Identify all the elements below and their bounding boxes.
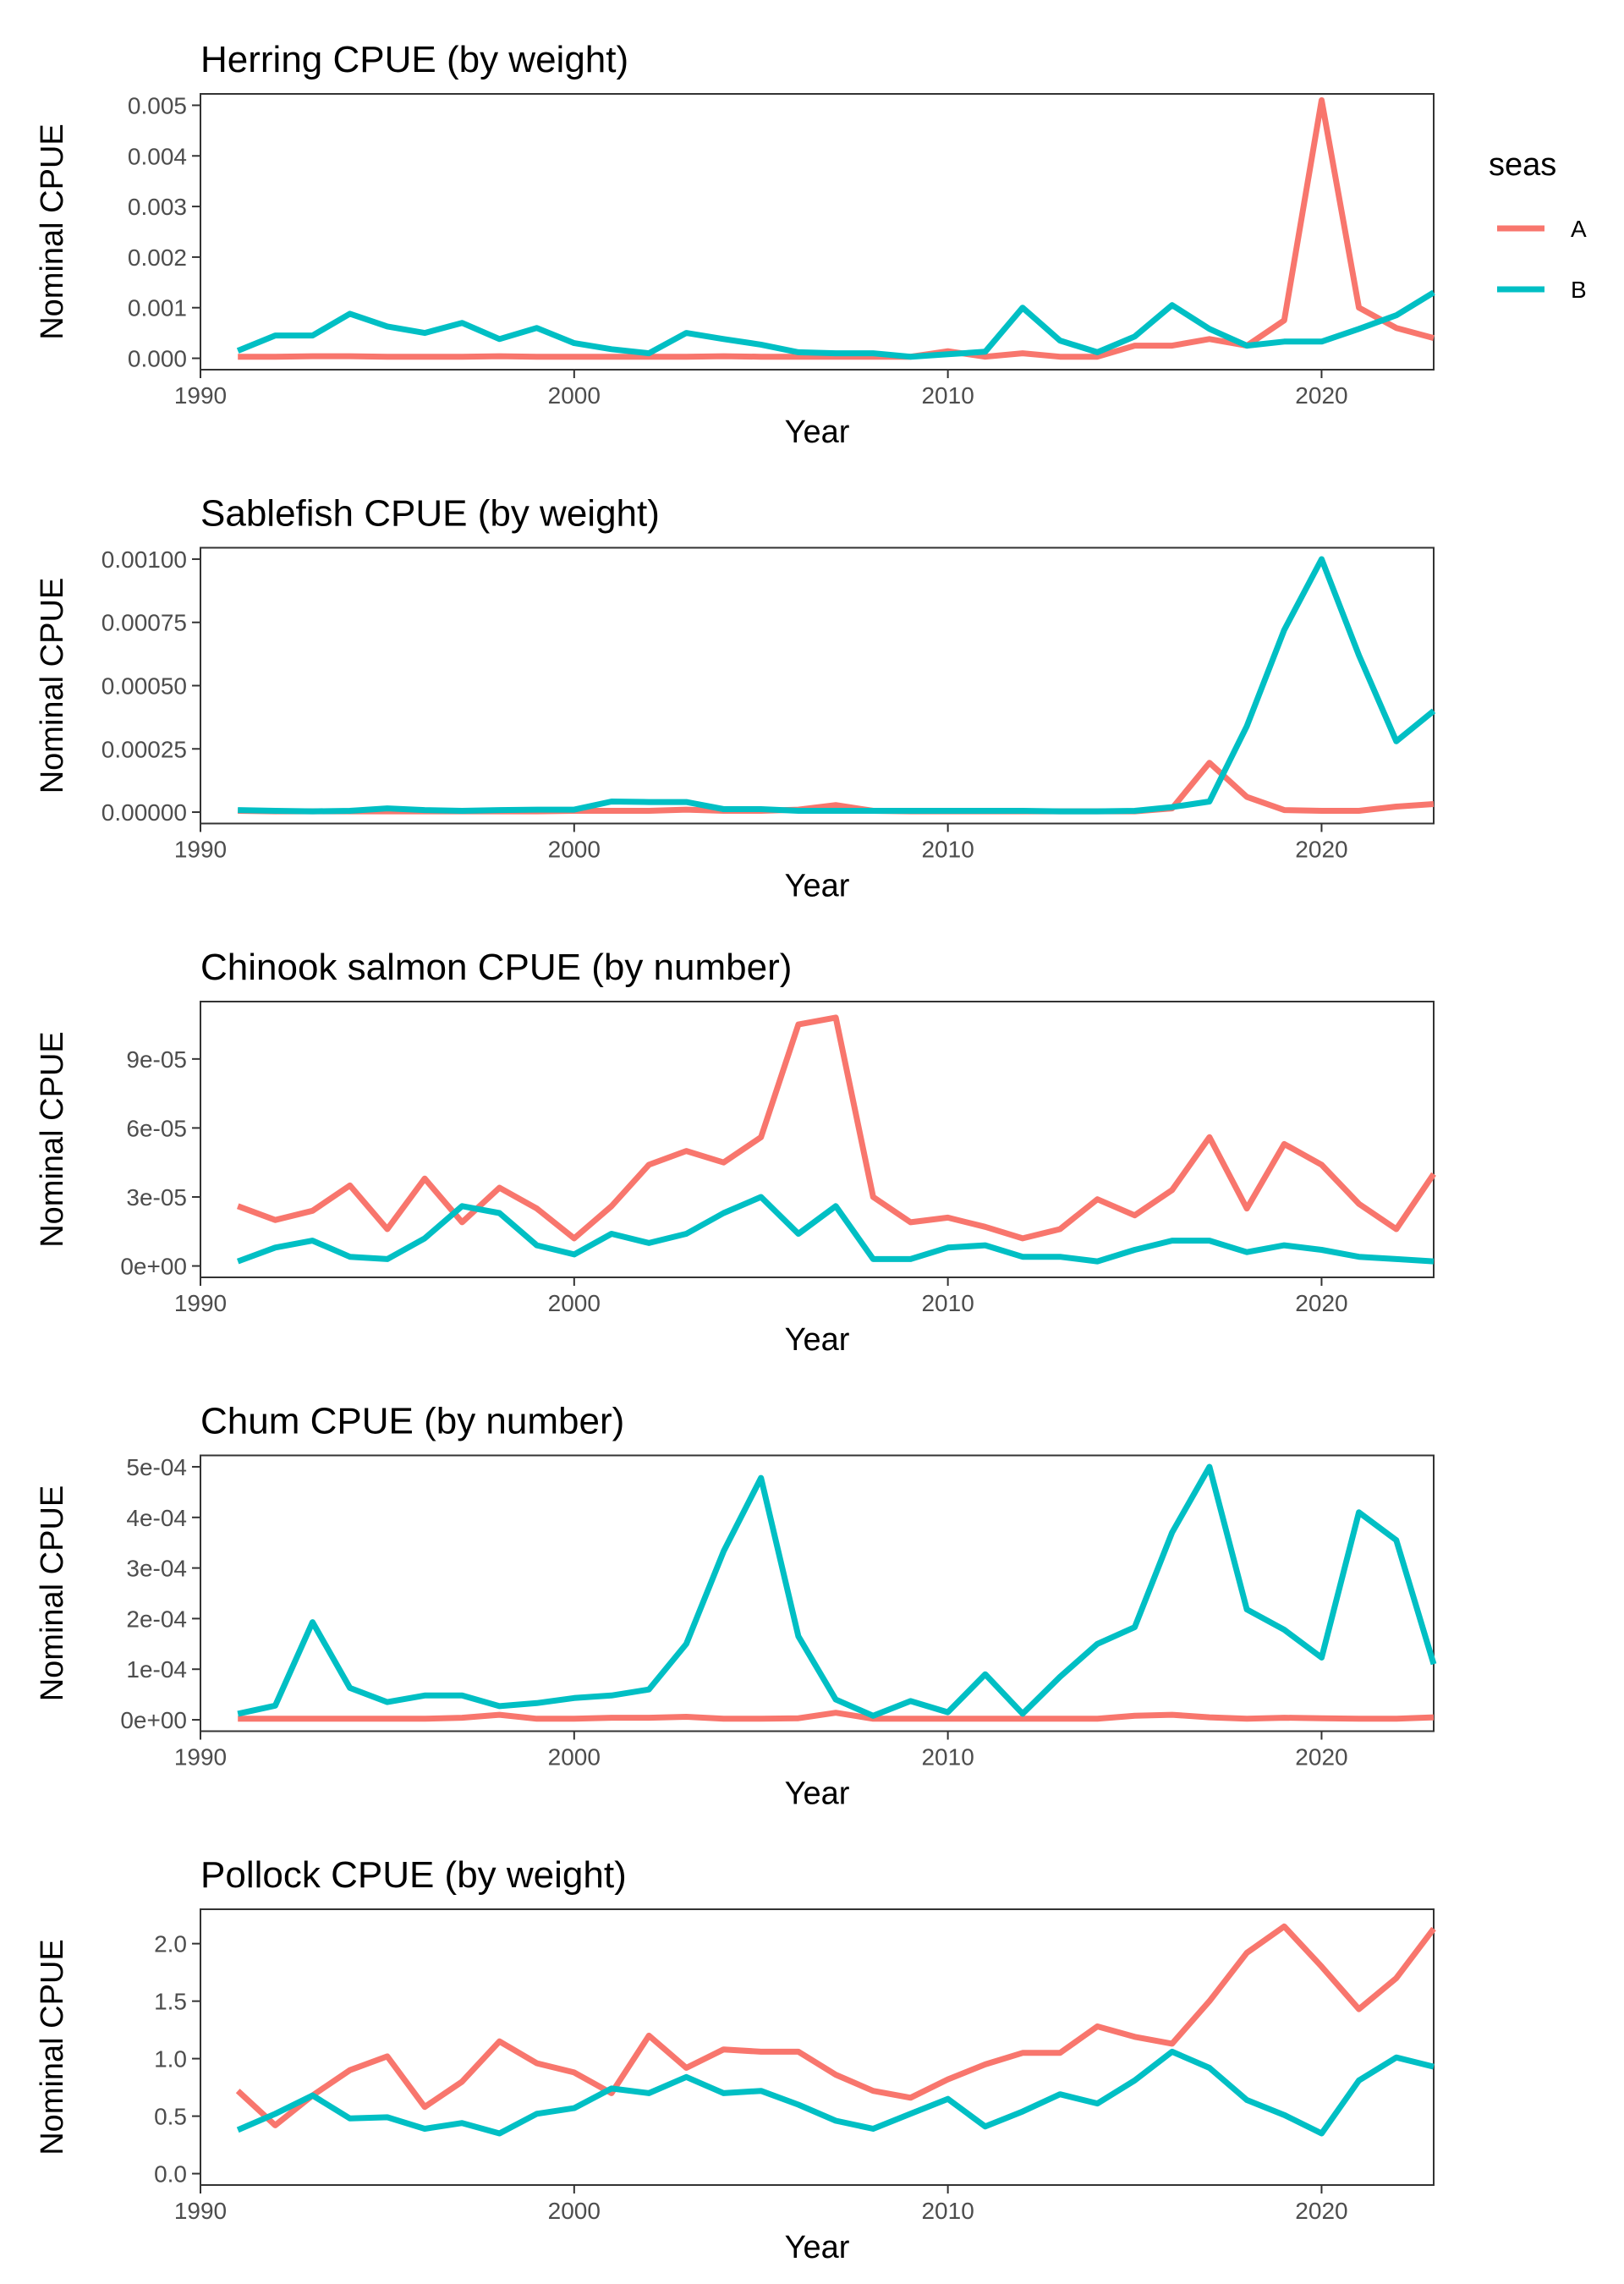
y-tick-label: 3e-04 [126,1556,187,1582]
x-tick-label: 2000 [548,1744,601,1771]
y-tick-label: 2e-04 [126,1606,187,1632]
y-tick-label: 0e+00 [120,1254,187,1280]
y-tick-label: 0.005 [128,92,187,118]
y-tick-label: 0.00050 [102,673,187,700]
legend: seas A B [1489,147,1587,303]
panel-herring: Herring CPUE (by weight) 1990 2000 2010 2020… [35,39,1435,450]
y-axis-title: Nominal CPUE [35,578,70,794]
panel-chinook-salmon: Chinook salmon CPUE (by number) 1990 2000 2… [35,947,1436,1358]
y-tick-label: 0.00100 [102,546,187,573]
series-line-b [236,289,1435,360]
series-line-a [235,1923,1436,2128]
x-tick-label: 2020 [1295,1290,1347,1316]
x-tick-label: 2010 [921,1744,974,1771]
series-line-a [238,760,1435,815]
chart-title: Sablefish CPUE (by weight) [200,493,660,535]
y-tick-label: 3e-05 [126,1184,187,1211]
x-axis-title: Year [785,415,850,450]
y-tick-label: 0.00000 [102,799,187,826]
series-line-b [236,2048,1435,2137]
chart-title: Chum CPUE (by number) [200,1401,624,1442]
y-tick-label: 0.000 [128,346,187,372]
panel-border [200,546,1435,825]
y-tick-label: 0.5 [154,2104,187,2130]
y-tick-label: 1.0 [154,2046,187,2073]
panel-border [200,1454,1435,1732]
x-tick-label: 2000 [548,1290,601,1316]
panel-sablefish: Sablefish CPUE (by weight) 1990 2000 2010 20… [35,493,1436,904]
x-tick-label: 1990 [174,382,227,409]
panel-border [200,1001,1435,1278]
x-tick-label: 2000 [548,837,601,863]
x-axis-title: Year [785,2230,850,2265]
y-tick-label: 1.5 [154,1989,187,2015]
chart-title: Pollock CPUE (by weight) [200,1854,627,1896]
y-tick-label: 0.002 [128,244,187,271]
panel-border [200,93,1435,371]
panel-chum: Chum CPUE (by number) 1990 2000 2010 2020 0e+… [35,1401,1437,1812]
x-tick-label: 1990 [174,2198,227,2224]
y-tick-label: 0.001 [128,295,187,321]
series-line-a [236,1014,1436,1242]
legend-title: seas [1489,147,1556,183]
x-axis-title: Year [785,1322,850,1358]
y-tick-label: 4e-04 [126,1505,187,1531]
series-line-a [238,1710,1435,1722]
x-axis-title: Year [785,869,850,904]
y-tick-label: 0.00075 [102,610,187,636]
y-tick-label: 0.004 [128,143,187,169]
y-tick-label: 0.003 [128,194,187,220]
y-tick-label: 0.0 [154,2161,187,2188]
x-axis-title: Year [785,1776,850,1812]
x-tick-label: 2010 [921,382,974,409]
x-tick-label: 1990 [174,1290,227,1316]
y-tick-label: 1e-04 [126,1656,187,1683]
x-tick-label: 2010 [921,2198,974,2224]
legend-label-b: B [1571,277,1587,303]
y-tick-label: 0.00025 [102,736,187,762]
x-tick-label: 2010 [921,837,974,863]
y-axis-title: Nominal CPUE [35,1485,70,1702]
y-axis-title: Nominal CPUE [35,124,70,340]
x-tick-label: 2020 [1295,837,1347,863]
x-tick-label: 1990 [174,1744,227,1771]
chart-title: Chinook salmon CPUE (by number) [200,947,792,988]
y-axis-title: Nominal CPUE [35,1031,70,1248]
panel-pollock: Pollock CPUE (by weight) 1990 2000 2010 2020… [35,1854,1436,2265]
chart-title: Herring CPUE (by weight) [200,39,628,80]
y-tick-label: 2.0 [154,1931,187,1957]
x-tick-label: 2000 [548,2198,601,2224]
legend-label-a: A [1571,216,1587,242]
x-tick-label: 2010 [921,1290,974,1316]
y-axis-title: Nominal CPUE [35,1939,70,2155]
series-line-b [237,1463,1437,1719]
x-tick-label: 2000 [548,382,601,409]
panel-border [200,1908,1435,2186]
x-tick-label: 2020 [1295,382,1347,409]
y-tick-label: 5e-04 [126,1454,187,1480]
series-line-a [238,97,1435,360]
x-tick-label: 1990 [174,837,227,863]
series-line-b [238,556,1436,815]
series-line-b [236,1194,1435,1265]
x-tick-label: 2020 [1295,2198,1347,2224]
y-tick-label: 9e-05 [126,1046,187,1073]
y-tick-label: 0e+00 [120,1707,187,1733]
y-tick-label: 6e-05 [126,1115,187,1141]
x-tick-label: 2020 [1295,1744,1347,1771]
